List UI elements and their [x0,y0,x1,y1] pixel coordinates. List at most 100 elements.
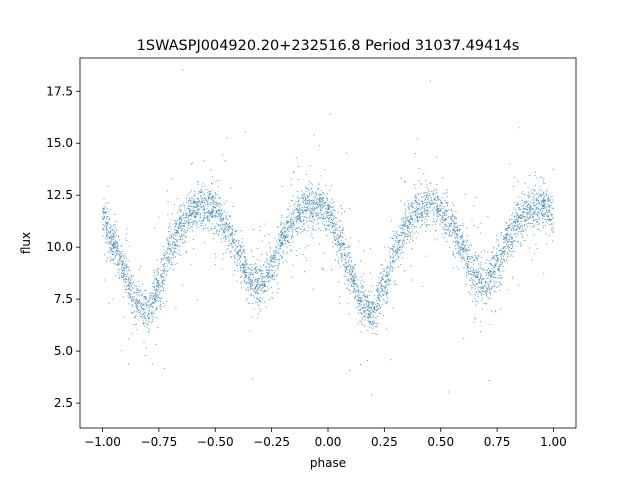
scatter-point [476,269,478,271]
scatter-point [508,239,510,241]
scatter-point [303,219,304,221]
scatter-point [506,240,508,241]
scatter-point [532,192,534,194]
scatter-point [325,202,327,204]
scatter-point [548,198,550,200]
scatter-point [272,278,273,280]
scatter-point [295,157,297,159]
scatter-point [307,245,309,246]
scatter-point [209,197,211,199]
scatter-point [247,302,249,304]
scatter-point [147,300,149,302]
scatter-point [117,260,119,262]
scatter-point [474,281,476,283]
scatter-point [120,256,122,258]
scatter-point [240,275,242,277]
scatter-point [379,295,381,296]
scatter-point [287,226,289,228]
scatter-point [230,256,232,257]
scatter-point [162,287,164,289]
scatter-point [157,327,159,329]
scatter-point [514,239,516,241]
scatter-point [535,209,536,211]
scatter-point [115,220,117,222]
scatter-point [349,265,351,267]
scatter-point [483,285,485,287]
scatter-point [194,195,196,196]
scatter-point [404,181,406,183]
scatter-point [207,218,209,220]
scatter-point [414,210,416,212]
scatter-point [445,217,447,219]
scatter-point [524,202,526,204]
scatter-point [164,263,166,264]
scatter-point [328,206,330,208]
scatter-point [542,203,544,205]
scatter-point [369,320,371,322]
scatter-point [422,203,423,205]
scatter-point [198,201,200,203]
scatter-point [156,268,158,270]
scatter-point [342,228,344,230]
scatter-point [451,216,453,218]
scatter-point [166,257,168,259]
scatter-point [284,230,285,232]
scatter-point [114,257,116,259]
scatter-point [331,212,333,213]
scatter-point [210,228,212,229]
scatter-point [228,239,230,241]
scatter-point [206,216,208,218]
scatter-point [459,250,461,252]
scatter-point [474,270,476,272]
scatter-point [266,252,267,254]
scatter-point [548,223,550,225]
scatter-point [487,288,489,290]
scatter-point [539,186,541,188]
scatter-point [268,288,270,290]
scatter-point [143,298,145,300]
scatter-point [454,256,456,258]
scatter-point [188,218,190,220]
scatter-point [196,203,198,205]
scatter-point [433,218,434,220]
scatter-point [500,250,502,251]
scatter-point [511,218,513,220]
scatter-point [379,282,381,284]
scatter-point [170,250,172,252]
scatter-point [319,200,321,202]
scatter-point [527,195,529,197]
scatter-point [525,206,527,207]
scatter-point [208,191,210,193]
scatter-point [166,237,168,239]
scatter-point [113,263,115,265]
scatter-point [272,261,274,263]
scatter-point [215,233,217,234]
scatter-point [256,272,258,274]
scatter-point [275,261,277,263]
scatter-point [415,153,416,154]
scatter-point [343,264,345,265]
scatter-point [466,235,468,237]
scatter-point [311,183,313,185]
scatter-point [479,291,481,293]
scatter-point [469,268,471,270]
scatter-point [292,231,294,233]
scatter-point [264,286,266,287]
scatter-point [305,217,307,218]
scatter-point [425,215,427,217]
scatter-point [336,237,338,239]
scatter-point [527,234,529,236]
scatter-point [217,213,219,214]
scatter-point [332,241,334,243]
scatter-point [549,206,551,208]
scatter-point [316,212,318,214]
scatter-point [390,266,392,268]
scatter-point [169,223,171,225]
scatter-point [392,257,394,259]
scatter-point [131,296,133,297]
scatter-point [336,254,338,256]
scatter-point [447,202,449,204]
scatter-point [509,240,511,242]
scatter-point [222,213,224,214]
scatter-point [343,246,345,248]
